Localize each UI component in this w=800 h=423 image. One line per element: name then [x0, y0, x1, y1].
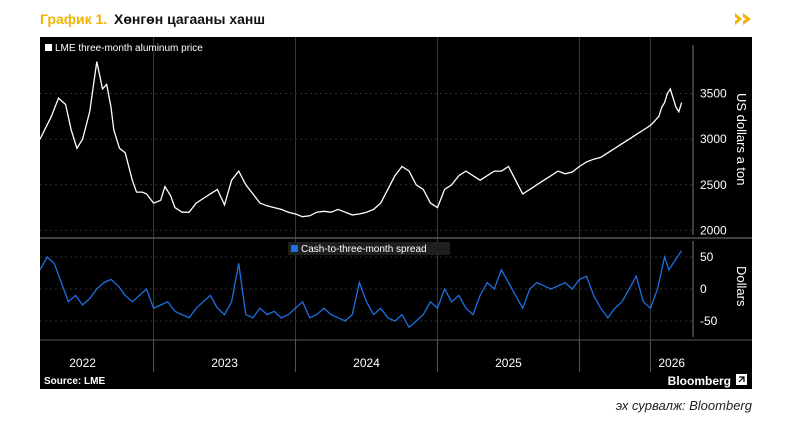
price-legend-label: LME three-month aluminum price: [55, 43, 203, 54]
spread-legend-bg: [288, 242, 450, 255]
spread-tick-label: 0: [700, 282, 707, 296]
price-tick-label: 2500: [700, 178, 727, 192]
spread-tick-label: 50: [700, 250, 714, 264]
spread-legend-label: Cash-to-three-month spread: [301, 244, 427, 255]
price-tick-label: 3500: [700, 87, 727, 101]
spread-legend-swatch: [291, 245, 298, 252]
price-legend-swatch: [45, 44, 52, 51]
price-series-line: [39, 61, 683, 218]
price-tick-label: 2000: [700, 223, 727, 237]
bloomberg-brand: Bloomberg: [668, 374, 731, 388]
double-chevron-right-icon[interactable]: [734, 12, 752, 26]
chart-canvas: 2000 2500 3000 3500 -50 0 50 2022 2023 2024 2025 20…: [39, 37, 752, 388]
price-tick-label: 3000: [700, 132, 727, 146]
source-caption: эх сурвалж: Bloomberg: [615, 398, 752, 413]
price-axis-label: US dollars a ton: [734, 93, 749, 186]
x-tick-label: 2024: [353, 356, 380, 370]
spread-axis-label: Dollars: [734, 266, 749, 307]
x-tick-label: 2026: [658, 356, 685, 370]
spread-tick-label: -50: [700, 314, 718, 328]
spread-series-line: [39, 250, 683, 329]
chart-title: Хөнгөн цагааны ханш: [114, 11, 266, 27]
source-label: Source: LME: [44, 376, 105, 387]
chart-header: График 1. Хөнгөн цагааны ханш: [40, 8, 752, 32]
chart-panel: 2000 2500 3000 3500 -50 0 50 2022 2023 2024 2025 20…: [39, 37, 752, 389]
x-tick-label: 2023: [211, 356, 238, 370]
fullscreen-icon[interactable]: [736, 374, 747, 385]
x-tick-label: 2025: [495, 356, 522, 370]
figure-number: График 1.: [40, 11, 108, 27]
x-tick-label: 2022: [69, 356, 96, 370]
